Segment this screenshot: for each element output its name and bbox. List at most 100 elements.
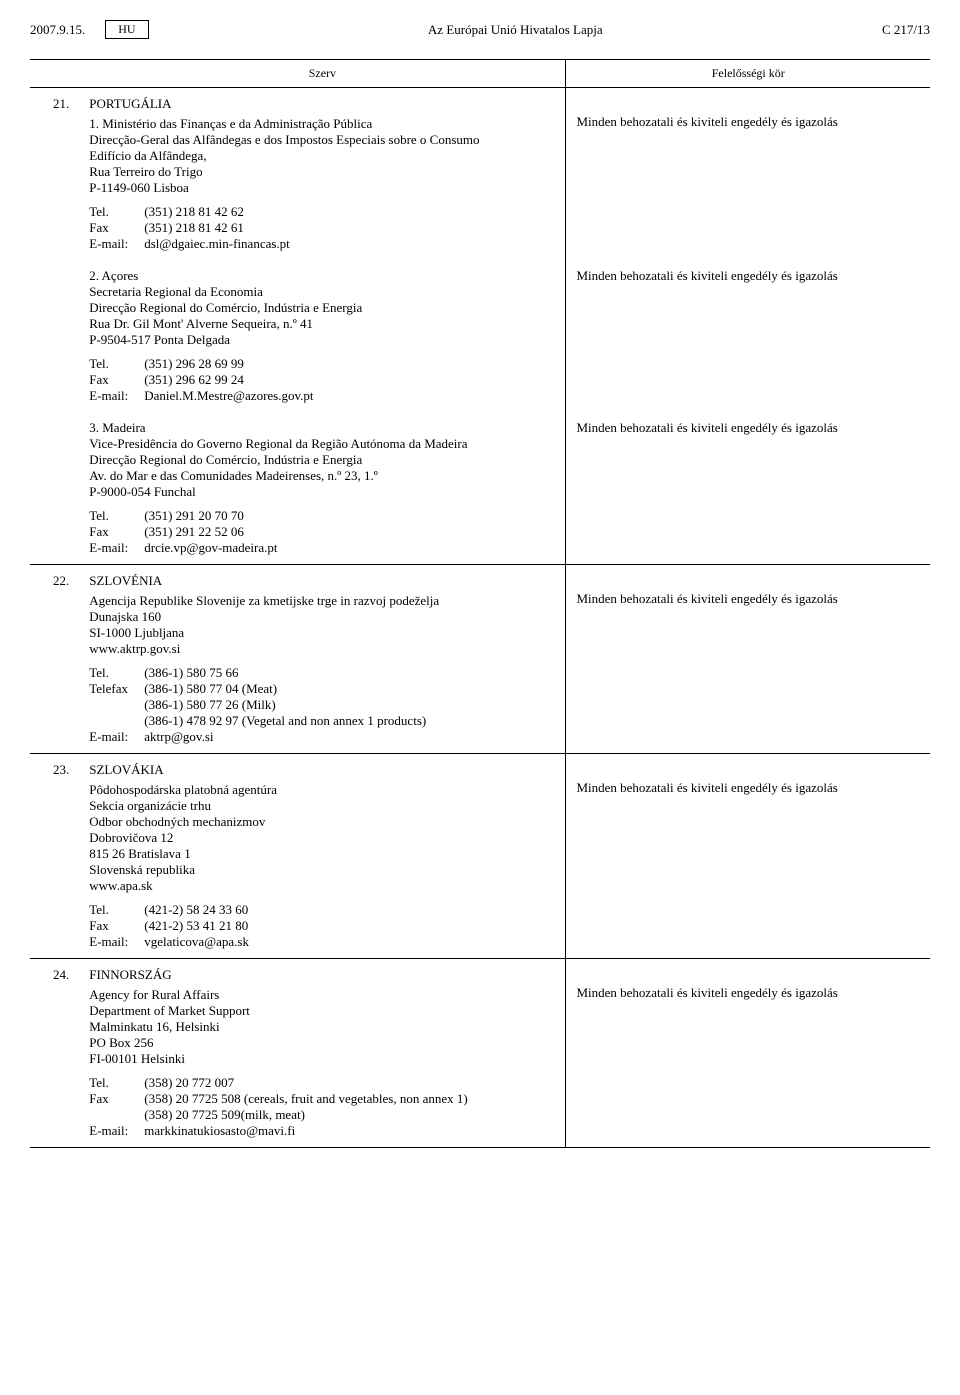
country-name: SZLOVÉNIA bbox=[89, 573, 555, 589]
address-line: 3. Madeira bbox=[89, 420, 555, 436]
contact-row: Tel.(351) 296 28 69 99 bbox=[89, 356, 555, 372]
contact-row: E-mail:Daniel.M.Mestre@azores.gov.pt bbox=[89, 388, 555, 404]
address-line: P-9504-517 Ponta Delgada bbox=[89, 332, 555, 348]
contact-value: (358) 20 7725 508 (cereals, fruit and ve… bbox=[144, 1091, 555, 1123]
address-line: Rua Dr. Gil Mont' Alverne Sequeira, n.º … bbox=[89, 316, 555, 332]
contact-value: (386-1) 580 77 04 (Meat)(386-1) 580 77 2… bbox=[144, 681, 555, 729]
contact-label: E-mail: bbox=[89, 540, 144, 556]
contact-value: markkinatukiosasto@mavi.fi bbox=[144, 1123, 555, 1139]
contact-label: E-mail: bbox=[89, 1123, 144, 1139]
country-name: PORTUGÁLIA bbox=[89, 96, 555, 112]
contact-label: E-mail: bbox=[89, 236, 144, 252]
row-number bbox=[30, 260, 79, 412]
th-blank bbox=[30, 60, 79, 88]
address-line: Dunajska 160 bbox=[89, 609, 555, 625]
th-szerv: Szerv bbox=[79, 60, 566, 88]
row-body: SZLOVÁKIA Pôdohospodárska platobná agentú… bbox=[79, 754, 566, 959]
responsibility-text: Minden behozatali és kiviteli engedély é… bbox=[576, 268, 920, 284]
responsibility-text: Minden behozatali és kiviteli engedély é… bbox=[576, 420, 920, 436]
contact-row: Tel.(351) 218 81 42 62 bbox=[89, 204, 555, 220]
header-date: 2007.9.15. bbox=[30, 22, 85, 38]
contact-label: E-mail: bbox=[89, 729, 144, 745]
contact-row: Fax(351) 218 81 42 61 bbox=[89, 220, 555, 236]
address-line: www.aktrp.gov.si bbox=[89, 641, 555, 657]
sub-number: 1. bbox=[89, 116, 102, 131]
contact-label: Fax bbox=[89, 524, 144, 540]
header-left: 2007.9.15. HU bbox=[30, 20, 149, 39]
contact-label: Fax bbox=[89, 372, 144, 388]
country-name: SZLOVÁKIA bbox=[89, 762, 555, 778]
contact-value: (386-1) 580 75 66 bbox=[144, 665, 555, 681]
contact-row: E-mail:markkinatukiosasto@mavi.fi bbox=[89, 1123, 555, 1139]
table-row: 3. MadeiraVice-Presidência do Governo Re… bbox=[30, 412, 930, 565]
responsibility-text: Minden behozatali és kiviteli engedély é… bbox=[576, 591, 920, 607]
contact-value: (351) 296 62 99 24 bbox=[144, 372, 555, 388]
contact-label: Tel. bbox=[89, 356, 144, 372]
address-line: Odbor obchodných mechanizmov bbox=[89, 814, 555, 830]
contact-label: E-mail: bbox=[89, 388, 144, 404]
contact-row: Fax(358) 20 7725 508 (cereals, fruit and… bbox=[89, 1091, 555, 1123]
address-line: Department of Market Support bbox=[89, 1003, 555, 1019]
contact-value: (351) 218 81 42 61 bbox=[144, 220, 555, 236]
contact-value: aktrp@gov.si bbox=[144, 729, 555, 745]
contact-label: Tel. bbox=[89, 1075, 144, 1091]
address-line: Direcção Regional do Comércio, Indústria… bbox=[89, 300, 555, 316]
table-row: 22.SZLOVÉNIAAgencija Republike Slovenije… bbox=[30, 565, 930, 754]
contact-row: Fax(351) 296 62 99 24 bbox=[89, 372, 555, 388]
address-line: FI-00101 Helsinki bbox=[89, 1051, 555, 1067]
contact-label: E-mail: bbox=[89, 934, 144, 950]
row-number bbox=[30, 412, 79, 565]
table-row: 23. SZLOVÁKIA Pôdohospodárska platobná age… bbox=[30, 754, 930, 959]
address-line: Slovenská republika bbox=[89, 862, 555, 878]
contact-label: Fax bbox=[89, 918, 144, 934]
contact-value: vgelaticova@apa.sk bbox=[144, 934, 555, 950]
contact-value: Daniel.M.Mestre@azores.gov.pt bbox=[144, 388, 555, 404]
responsibility-text: Minden behozatali és kiviteli engedély é… bbox=[576, 985, 920, 1001]
address-line: 815 26 Bratislava 1 bbox=[89, 846, 555, 862]
address-line: Secretaria Regional da Economia bbox=[89, 284, 555, 300]
row-body: FINNORSZÁG Agency for Rural AffairsDepart… bbox=[79, 959, 566, 1148]
responsibility-cell: Minden behozatali és kiviteli engedély é… bbox=[566, 260, 930, 412]
contact-row: Tel.(386-1) 580 75 66 bbox=[89, 665, 555, 681]
address-line: PO Box 256 bbox=[89, 1035, 555, 1051]
contact-row: E-mail:drcie.vp@gov-madeira.pt bbox=[89, 540, 555, 556]
contact-value: (351) 218 81 42 62 bbox=[144, 204, 555, 220]
row-number: 23. bbox=[30, 754, 79, 959]
address-line: Malminkatu 16, Helsinki bbox=[89, 1019, 555, 1035]
row-body: PORTUGÁLIA 1. Ministério das Finanças e d… bbox=[79, 88, 566, 261]
main-table: Szerv Felelősségi kör 21.PORTUGÁLIA1. Mi… bbox=[30, 59, 930, 1148]
contact-label: Tel. bbox=[89, 902, 144, 918]
responsibility-cell: Minden behozatali és kiviteli engedély é… bbox=[566, 959, 930, 1148]
contact-value: (358) 20 772 007 bbox=[144, 1075, 555, 1091]
contact-row: Telefax(386-1) 580 77 04 (Meat)(386-1) 5… bbox=[89, 681, 555, 729]
page-header: 2007.9.15. HU Az Európai Unió Hivatalos … bbox=[30, 20, 930, 39]
responsibility-cell: Minden behozatali és kiviteli engedély é… bbox=[566, 565, 930, 754]
responsibility-cell: Minden behozatali és kiviteli engedély é… bbox=[566, 412, 930, 565]
row-body: 2. AçoresSecretaria Regional da Economia… bbox=[79, 260, 566, 412]
address-line: Agency for Rural Affairs bbox=[89, 987, 555, 1003]
responsibility-cell: Minden behozatali és kiviteli engedély é… bbox=[566, 754, 930, 959]
contact-value: drcie.vp@gov-madeira.pt bbox=[144, 540, 555, 556]
contact-row: Tel.(358) 20 772 007 bbox=[89, 1075, 555, 1091]
address-line: SI-1000 Ljubljana bbox=[89, 625, 555, 641]
contact-label: Telefax bbox=[89, 681, 144, 729]
country-name: FINNORSZÁG bbox=[89, 967, 555, 983]
contact-value: (351) 291 22 52 06 bbox=[144, 524, 555, 540]
row-body: SZLOVÉNIAAgencija Republike Slovenije za… bbox=[79, 565, 566, 754]
address-line: 1. Ministério das Finanças e da Administ… bbox=[89, 116, 555, 132]
header-page: C 217/13 bbox=[882, 22, 930, 38]
contact-row: Tel.(351) 291 20 70 70 bbox=[89, 508, 555, 524]
address-line: P-9000-054 Funchal bbox=[89, 484, 555, 500]
address-line: Pôdohospodárska platobná agentúra bbox=[89, 782, 555, 798]
address-line: P-1149-060 Lisboa bbox=[89, 180, 555, 196]
header-journal: Az Európai Unió Hivatalos Lapja bbox=[428, 22, 603, 38]
responsibility-cell: Minden behozatali és kiviteli engedély é… bbox=[566, 88, 930, 261]
row-number: 22. bbox=[30, 565, 79, 754]
contact-value: (421-2) 58 24 33 60 bbox=[144, 902, 555, 918]
address-line: 2. Açores bbox=[89, 268, 555, 284]
sub-number: 2. bbox=[89, 268, 101, 283]
contact-value: dsl@dgaiec.min-financas.pt bbox=[144, 236, 555, 252]
address-line: Rua Terreiro do Trigo bbox=[89, 164, 555, 180]
contact-label: Tel. bbox=[89, 665, 144, 681]
address-line: www.apa.sk bbox=[89, 878, 555, 894]
